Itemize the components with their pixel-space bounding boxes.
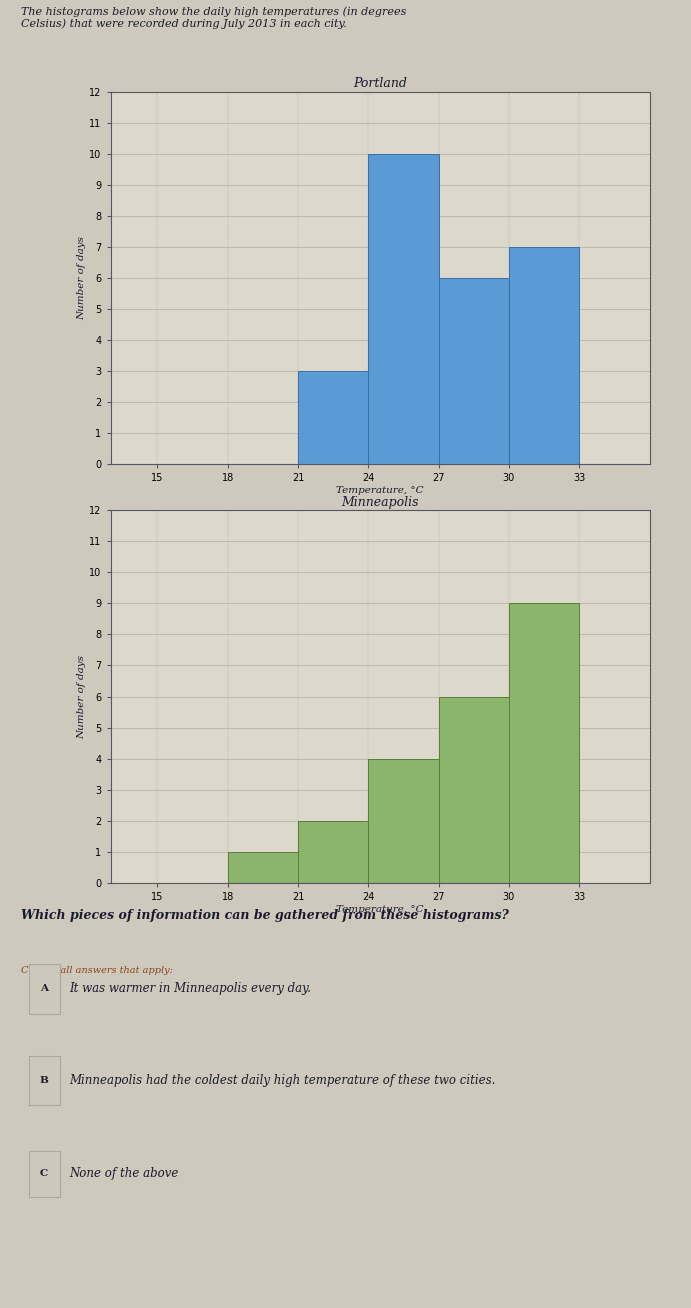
Bar [28, 1151, 59, 1197]
Bar [439, 696, 509, 883]
Text: Choose all answers that apply:: Choose all answers that apply: [21, 965, 173, 974]
X-axis label: Temperature, °C: Temperature, °C [337, 487, 424, 496]
Text: A: A [40, 985, 48, 993]
Bar [298, 821, 368, 883]
Bar [368, 154, 439, 464]
Bar [28, 1056, 59, 1105]
Text: C: C [40, 1169, 48, 1179]
Bar [509, 603, 579, 883]
Title: Minneapolis: Minneapolis [341, 496, 419, 509]
Y-axis label: Number of days: Number of days [77, 235, 86, 320]
Text: The histograms below show the daily high temperatures (in degrees
Celsius) that : The histograms below show the daily high… [21, 7, 406, 29]
Y-axis label: Number of days: Number of days [77, 654, 86, 739]
Text: None of the above: None of the above [69, 1168, 179, 1180]
Bar [228, 852, 298, 883]
Bar [368, 759, 439, 883]
Text: Which pieces of information can be gathered from these histograms?: Which pieces of information can be gathe… [21, 909, 509, 922]
Bar [439, 279, 509, 464]
Title: Portland: Portland [353, 77, 407, 90]
Bar [28, 964, 59, 1014]
X-axis label: Temperature, °C: Temperature, °C [337, 905, 424, 914]
Text: B: B [39, 1076, 48, 1084]
Text: Minneapolis had the coldest daily high temperature of these two cities.: Minneapolis had the coldest daily high t… [69, 1074, 496, 1087]
Bar [509, 247, 579, 464]
Bar [298, 371, 368, 464]
Text: It was warmer in Minneapolis every day.: It was warmer in Minneapolis every day. [69, 982, 312, 995]
